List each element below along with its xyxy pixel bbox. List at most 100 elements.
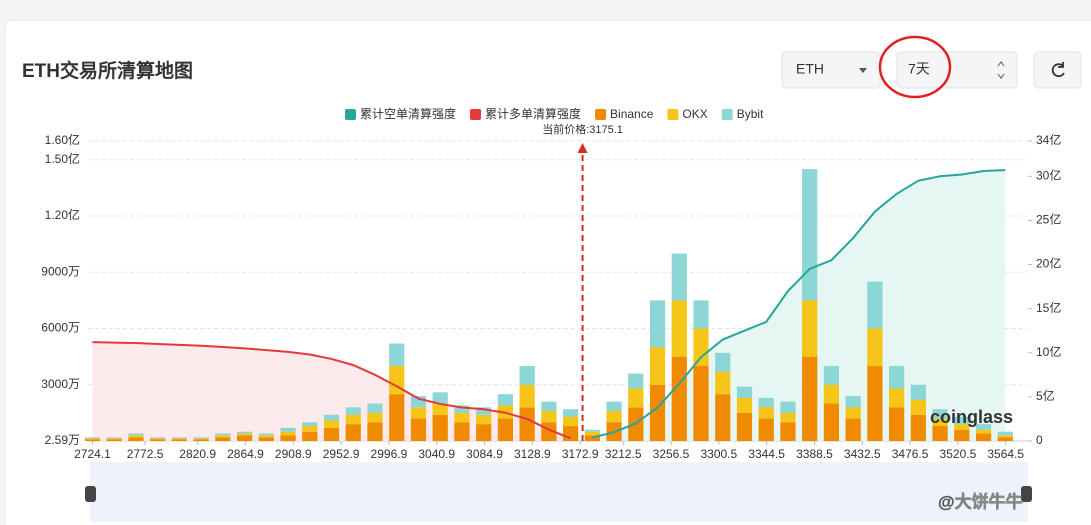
button-box[interactable] — [1033, 51, 1082, 89]
refresh-icon — [1051, 62, 1065, 78]
period-select[interactable]: 7天 — [896, 51, 1018, 89]
x-tick-label: 2724.1 — [74, 447, 111, 461]
bar-segment — [323, 427, 340, 441]
bar-segment — [258, 433, 274, 436]
bar-segment — [780, 412, 796, 423]
bar-segment — [171, 439, 187, 441]
bar-segment — [693, 366, 709, 441]
bar-segment — [236, 435, 253, 441]
slider-handle[interactable] — [85, 486, 96, 502]
bar-segment — [106, 438, 122, 440]
bar-segment — [997, 431, 1013, 436]
bar-segment — [628, 388, 644, 408]
bar-segment — [649, 347, 666, 385]
bar-segment — [150, 438, 166, 440]
y2-tick-label: 25亿 — [1036, 212, 1061, 227]
current-price-arrow — [577, 143, 588, 153]
bar-segment — [280, 431, 296, 436]
bar-segment — [432, 414, 448, 441]
bar-segment — [671, 253, 687, 301]
bar-segment — [476, 407, 492, 415]
select-value[interactable]: 7天 — [908, 61, 930, 77]
x-tick-label: 3344.5 — [748, 447, 785, 461]
bar-segment — [410, 407, 427, 419]
y2-tick-label: 30亿 — [1036, 167, 1061, 182]
bar-segment — [345, 414, 361, 425]
bar-segment — [562, 426, 579, 441]
bar-segment — [889, 366, 905, 389]
bar-segment — [823, 366, 840, 385]
refresh-button[interactable] — [1033, 51, 1082, 89]
bar-segment — [193, 439, 209, 441]
bar-segment — [302, 422, 318, 427]
legend-swatch — [595, 109, 607, 120]
bar-segment — [889, 407, 905, 441]
symbol-select[interactable]: ETH — [781, 51, 881, 89]
y-tick-label: 1.50亿 — [45, 151, 80, 166]
y-tick-label: 1.60亿 — [45, 132, 80, 147]
highlight-circle — [878, 35, 952, 99]
area-fill — [92, 342, 571, 441]
zoom-slider[interactable] — [90, 462, 1028, 522]
bar-segment — [215, 433, 231, 436]
bar-segment — [280, 427, 296, 432]
bar-segment — [758, 418, 774, 441]
legend-swatch — [667, 109, 679, 120]
bar-segment — [802, 300, 818, 357]
bar-segment — [693, 328, 709, 367]
bar-segment — [649, 384, 666, 441]
y2-tick-label: 10亿 — [1036, 344, 1061, 359]
bar-segment — [867, 281, 883, 329]
bar-segment — [171, 438, 187, 440]
bar-segment — [106, 437, 122, 439]
slider-handle[interactable] — [1021, 486, 1032, 502]
bar-segment — [410, 396, 427, 408]
legend-swatch — [721, 109, 733, 120]
bar-segment — [758, 407, 774, 419]
x-tick-label: 3084.9 — [466, 447, 503, 461]
x-tick-label: 3300.5 — [700, 447, 737, 461]
bar-segment — [628, 373, 644, 389]
bar-segment — [128, 433, 144, 436]
select-value[interactable]: ETH — [796, 61, 824, 77]
bar-segment — [932, 426, 948, 441]
x-tick-label: 2996.9 — [371, 447, 408, 461]
y2-tick-label: 15亿 — [1036, 300, 1061, 315]
bar-segment — [954, 416, 970, 425]
x-tick-label: 2820.9 — [179, 447, 216, 461]
bar-segment — [389, 343, 405, 367]
bar-segment — [367, 412, 383, 423]
bar-segment — [758, 397, 774, 408]
bar-segment — [606, 401, 622, 412]
bar-segment — [910, 384, 926, 400]
bar-segment — [736, 397, 753, 413]
y2-tick-label: 34亿 — [1036, 132, 1061, 147]
x-tick-label: 3388.5 — [796, 447, 833, 461]
bar-segment — [671, 300, 687, 357]
legend-swatch — [470, 109, 482, 120]
bar-segment — [84, 437, 101, 439]
bar-segment — [845, 396, 861, 408]
x-tick-label: 3432.5 — [844, 447, 881, 461]
bar-segment — [302, 431, 318, 441]
bar-segment — [150, 437, 166, 439]
bar-segment — [693, 300, 709, 329]
watermark: coinglass — [930, 407, 1013, 427]
bar-segment — [823, 403, 840, 441]
bar-segment — [236, 431, 253, 434]
bar-segment — [215, 437, 231, 441]
x-tick-label: 2952.9 — [323, 447, 360, 461]
bar-segment — [954, 424, 970, 430]
x-tick-label: 3256.5 — [653, 447, 690, 461]
select-box[interactable] — [896, 51, 1018, 89]
bar-segment — [389, 366, 405, 395]
bar-segment — [845, 407, 861, 419]
bar-segment — [584, 429, 600, 432]
x-tick-label: 2772.5 — [127, 447, 164, 461]
x-tick-label: 2908.9 — [275, 447, 312, 461]
bar-segment — [519, 407, 535, 441]
x-tick-label: 3476.5 — [892, 447, 929, 461]
bar-segment — [84, 439, 101, 441]
bar-segment — [715, 394, 731, 441]
